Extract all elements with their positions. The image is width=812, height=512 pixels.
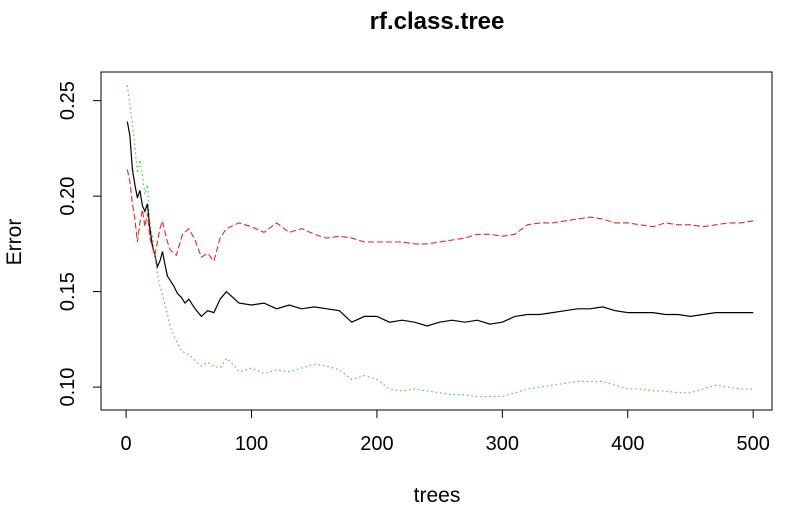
x-tick-label: 200 (360, 433, 393, 455)
chart-title: rf.class.tree (370, 8, 505, 35)
plot-area (100, 71, 773, 411)
series-line-1 (126, 121, 754, 327)
x-tick-label: 300 (486, 433, 519, 455)
y-tick-label: 0.15 (57, 272, 79, 311)
series-line-3 (126, 85, 754, 398)
x-tick-label: 400 (611, 433, 644, 455)
x-axis-label: trees (414, 484, 461, 507)
y-tick-label: 0.10 (57, 368, 79, 407)
x-tick-label: 0 (121, 433, 132, 455)
x-tick-label: 500 (736, 433, 769, 455)
x-axis: 0 100 200 300 400 500 (121, 409, 770, 455)
y-tick-label: 0.20 (57, 177, 79, 216)
y-tick-label: 0.25 (57, 81, 79, 120)
series-line-2 (126, 169, 754, 263)
y-axis: 0.10 0.15 0.20 0.25 (57, 81, 102, 407)
series-layer (126, 85, 754, 398)
y-axis-label: Error (3, 219, 26, 266)
x-tick-label: 100 (235, 433, 268, 455)
